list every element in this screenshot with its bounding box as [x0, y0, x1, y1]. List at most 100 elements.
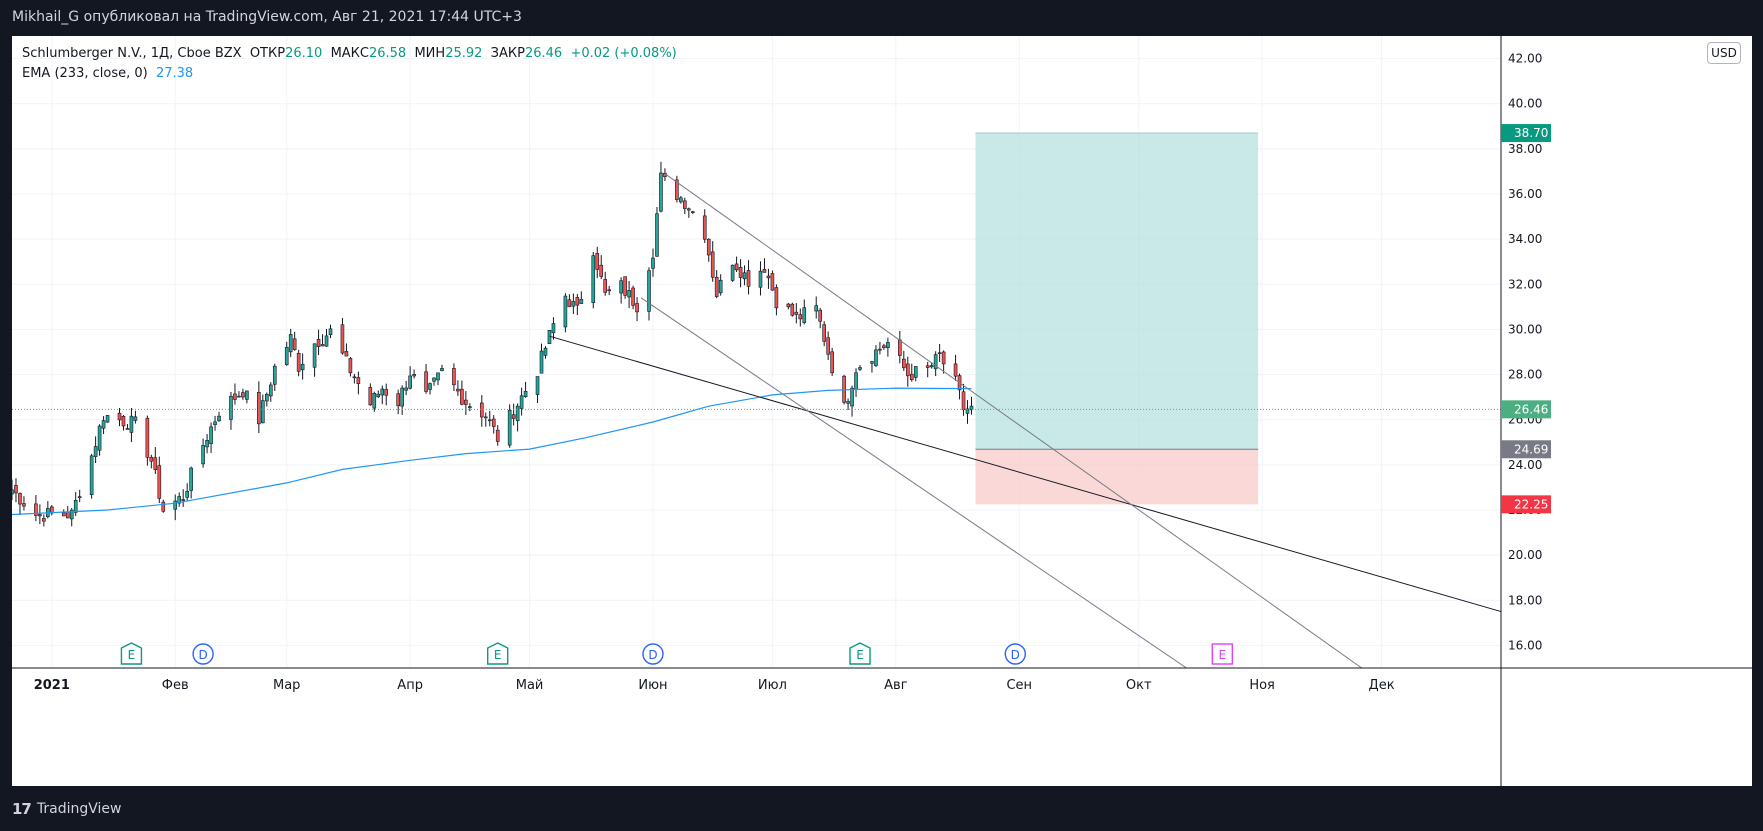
price-tick-label: 28.00 [1508, 368, 1542, 382]
brand-name: TradingView [36, 801, 122, 817]
price-tick-label: 34.00 [1508, 232, 1542, 246]
candle-up [189, 467, 193, 491]
candle-down [822, 324, 826, 342]
candle-down [125, 428, 130, 430]
candle-up [563, 295, 568, 328]
candle-down [340, 324, 345, 354]
candle-up [758, 270, 763, 288]
candle-up [627, 290, 631, 298]
candle-down [567, 299, 572, 308]
price-tick-label: 16.00 [1508, 638, 1542, 652]
candle-down [595, 253, 600, 270]
candle-down [464, 399, 468, 405]
candle-up [312, 343, 317, 368]
candle-down [233, 393, 237, 400]
time-tick-label: Окт [1126, 678, 1152, 693]
earnings-marker [849, 642, 871, 665]
candle-down [452, 368, 456, 386]
price-tick-label: 24.00 [1508, 458, 1542, 472]
candle-down [368, 387, 373, 406]
candle-down [460, 388, 464, 405]
price-tick-label: 42.00 [1508, 52, 1542, 66]
close-value: 26.46 [524, 46, 563, 61]
candle-up [324, 335, 329, 347]
candle-down [42, 518, 46, 522]
candle-up [432, 377, 436, 382]
earnings-upcoming-marker [1211, 643, 1234, 665]
symbol-legend-row[interactable]: Schlumberger N.V., 1Д, Cboe BZX ОТКР26.1… [22, 44, 677, 64]
candle-down [61, 512, 66, 517]
tradingview-logo-icon: 17 [12, 800, 32, 818]
dividend-marker [192, 643, 214, 665]
price-label: 24.69 [1514, 442, 1548, 456]
candle-down [511, 414, 516, 419]
chart-frame[interactable]: 16.0018.0020.0022.0024.0026.0028.0030.00… [12, 36, 1752, 786]
tradingview-brand[interactable]: 17 TradingView [12, 800, 121, 818]
earnings-marker [120, 642, 143, 665]
candle-down [790, 303, 795, 316]
candle-down [937, 352, 942, 355]
candle-up [201, 445, 205, 465]
event-letter: D [198, 648, 207, 662]
candle-up [376, 393, 381, 398]
candle-down [344, 351, 349, 357]
candle-down [257, 392, 261, 425]
ema-label[interactable]: EMA (233, close, 0) [22, 66, 148, 81]
candle-up [261, 400, 265, 424]
candle-up [515, 405, 520, 422]
candle-up [328, 328, 333, 336]
currency-button[interactable]: USD [1707, 42, 1741, 64]
candle-up [412, 374, 416, 377]
candle-up [933, 354, 938, 370]
candle-down [774, 287, 779, 309]
candle-down [161, 501, 166, 512]
candle-down [734, 263, 739, 271]
candle-up [742, 272, 747, 280]
candle-down [675, 179, 679, 200]
candle-down [316, 338, 321, 347]
stop-zone [975, 449, 1259, 505]
candle-down [818, 309, 823, 322]
candle-down [495, 429, 500, 442]
high-value: 26.58 [368, 46, 407, 61]
publisher-text: Mikhail_G опубликовал на TradingView.com… [12, 9, 522, 25]
candle-up [687, 208, 691, 211]
candle-up [89, 455, 94, 496]
candle-up [802, 307, 807, 323]
candle-down [953, 363, 958, 377]
candle-up [519, 395, 524, 409]
candle-up [591, 255, 596, 303]
candle-down [830, 351, 834, 374]
target-zone [975, 133, 1259, 450]
candle-down [902, 358, 906, 369]
candle-up [679, 197, 683, 203]
candle-down [348, 358, 353, 374]
candle-up [320, 344, 325, 347]
candle-down [898, 339, 902, 356]
candle-up [886, 342, 890, 348]
close-label: ЗАКР [490, 46, 525, 61]
time-tick-label: 2021 [34, 678, 70, 693]
candle-down [65, 511, 70, 519]
symbol-name[interactable]: Schlumberger N.V., 1Д, Cboe BZX [22, 46, 242, 61]
candle-up [288, 334, 293, 353]
candle-down [702, 215, 707, 240]
candle-up [69, 509, 74, 520]
time-tick-label: Апр [397, 678, 423, 693]
candle-up [929, 365, 934, 368]
dividend-marker [642, 643, 664, 665]
candle-up [284, 347, 289, 366]
candle-up [718, 279, 723, 294]
candle-up [814, 305, 819, 312]
ema-legend-row[interactable]: EMA (233, close, 0) 27.38 [22, 64, 677, 84]
candle-down [631, 287, 635, 306]
candle-up [217, 415, 221, 422]
candle-down [683, 200, 687, 209]
candle-up [870, 361, 874, 364]
candle-down [34, 503, 38, 516]
price-chart[interactable]: 16.0018.0020.0022.0024.0026.0028.0030.00… [12, 36, 1752, 786]
publisher-bar: Mikhail_G опубликовал на TradingView.com… [0, 0, 1763, 36]
candle-down [826, 337, 830, 355]
candle-up [659, 172, 663, 212]
candle-down [479, 402, 484, 418]
